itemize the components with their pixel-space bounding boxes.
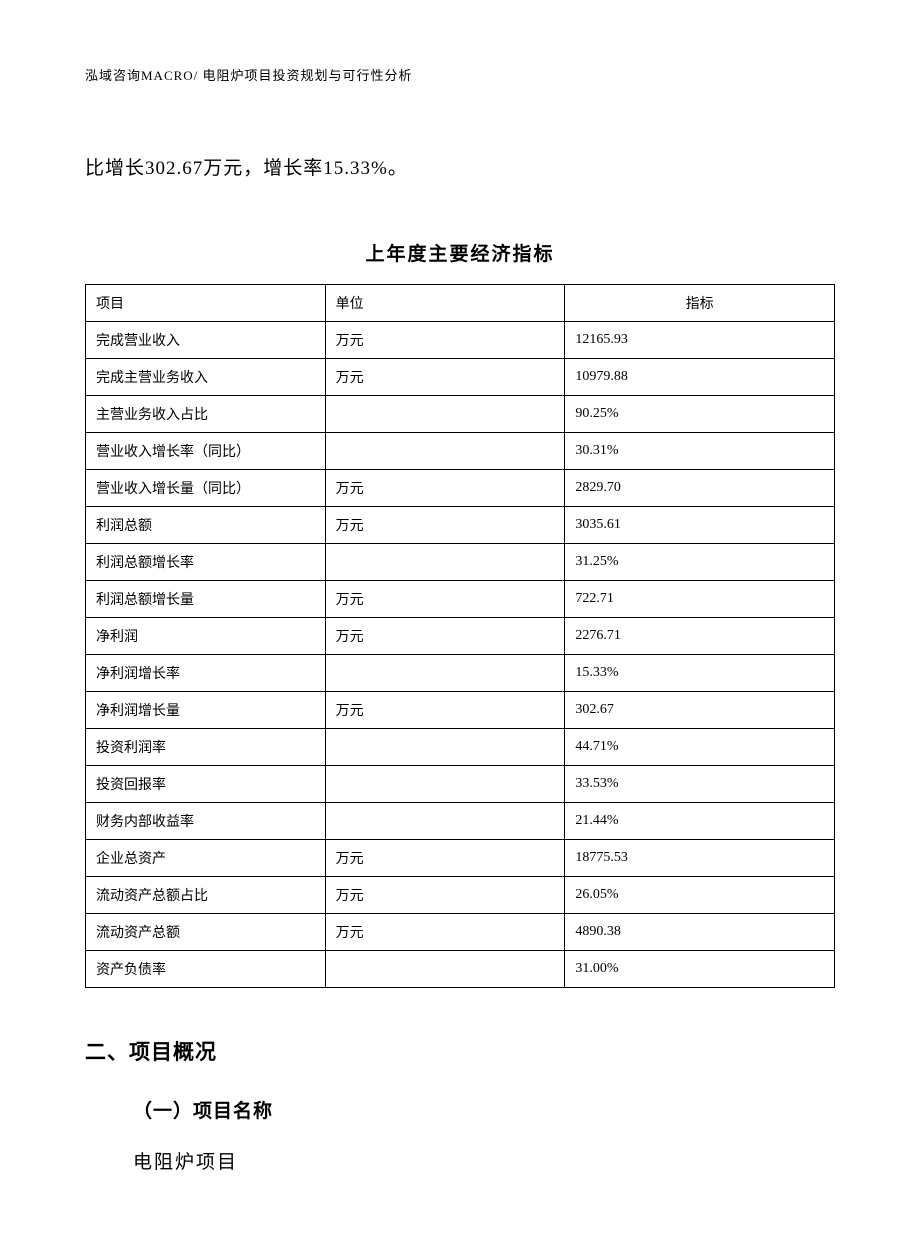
economic-indicators-table: 项目 单位 指标 完成营业收入万元12165.93 完成主营业务收入万元1097…	[85, 284, 835, 988]
cell-unit: 万元	[325, 877, 565, 914]
table-row: 流动资产总额万元4890.38	[86, 914, 835, 951]
cell-unit: 万元	[325, 507, 565, 544]
cell-unit: 万元	[325, 692, 565, 729]
table-row: 资产负债率 31.00%	[86, 951, 835, 988]
column-header-item: 项目	[86, 285, 326, 322]
cell-item: 企业总资产	[86, 840, 326, 877]
cell-unit	[325, 766, 565, 803]
cell-item: 完成主营业务收入	[86, 359, 326, 396]
cell-value: 44.71%	[565, 729, 835, 766]
cell-value: 2276.71	[565, 618, 835, 655]
cell-unit: 万元	[325, 581, 565, 618]
cell-unit	[325, 729, 565, 766]
table-row: 投资回报率 33.53%	[86, 766, 835, 803]
cell-item: 营业收入增长率（同比）	[86, 433, 326, 470]
page-header: 泓域咨询MACRO/ 电阻炉项目投资规划与可行性分析	[85, 65, 835, 84]
cell-unit: 万元	[325, 840, 565, 877]
cell-value: 12165.93	[565, 322, 835, 359]
column-header-unit: 单位	[325, 285, 565, 322]
cell-value: 722.71	[565, 581, 835, 618]
table-title: 上年度主要经济指标	[85, 239, 835, 266]
cell-item: 资产负债率	[86, 951, 326, 988]
cell-value: 21.44%	[565, 803, 835, 840]
cell-unit: 万元	[325, 618, 565, 655]
cell-value: 15.33%	[565, 655, 835, 692]
cell-item: 净利润增长率	[86, 655, 326, 692]
table-row: 财务内部收益率 21.44%	[86, 803, 835, 840]
cell-value: 3035.61	[565, 507, 835, 544]
table-row: 营业收入增长率（同比） 30.31%	[86, 433, 835, 470]
cell-value: 90.25%	[565, 396, 835, 433]
table-row: 企业总资产万元18775.53	[86, 840, 835, 877]
cell-item: 营业收入增长量（同比）	[86, 470, 326, 507]
cell-value: 30.31%	[565, 433, 835, 470]
cell-unit	[325, 951, 565, 988]
table-row: 投资利润率 44.71%	[86, 729, 835, 766]
cell-item: 投资利润率	[86, 729, 326, 766]
document-page: 泓域咨询MACRO/ 电阻炉项目投资规划与可行性分析 比增长302.67万元，增…	[0, 0, 920, 1234]
column-header-value: 指标	[565, 285, 835, 322]
cell-unit	[325, 433, 565, 470]
cell-item: 财务内部收益率	[86, 803, 326, 840]
cell-item: 投资回报率	[86, 766, 326, 803]
table-row: 完成主营业务收入万元10979.88	[86, 359, 835, 396]
cell-unit: 万元	[325, 470, 565, 507]
table-row: 流动资产总额占比万元26.05%	[86, 877, 835, 914]
cell-unit	[325, 396, 565, 433]
cell-item: 流动资产总额占比	[86, 877, 326, 914]
table-row: 净利润万元2276.71	[86, 618, 835, 655]
cell-unit: 万元	[325, 322, 565, 359]
table-row: 完成营业收入万元12165.93	[86, 322, 835, 359]
cell-value: 31.00%	[565, 951, 835, 988]
project-name-text: 电阻炉项目	[85, 1147, 835, 1174]
table-row: 利润总额万元3035.61	[86, 507, 835, 544]
cell-value: 2829.70	[565, 470, 835, 507]
cell-item: 净利润增长量	[86, 692, 326, 729]
table-body: 完成营业收入万元12165.93 完成主营业务收入万元10979.88 主营业务…	[86, 322, 835, 988]
cell-item: 流动资产总额	[86, 914, 326, 951]
cell-value: 33.53%	[565, 766, 835, 803]
subsection-2-1-heading: （一）项目名称	[85, 1096, 835, 1123]
intro-paragraph: 比增长302.67万元，增长率15.33%。	[85, 154, 835, 184]
table-row: 利润总额增长量万元722.71	[86, 581, 835, 618]
cell-value: 31.25%	[565, 544, 835, 581]
cell-item: 利润总额增长率	[86, 544, 326, 581]
cell-item: 净利润	[86, 618, 326, 655]
cell-unit	[325, 655, 565, 692]
table-row: 净利润增长率 15.33%	[86, 655, 835, 692]
cell-value: 26.05%	[565, 877, 835, 914]
cell-unit: 万元	[325, 914, 565, 951]
cell-value: 18775.53	[565, 840, 835, 877]
cell-item: 完成营业收入	[86, 322, 326, 359]
cell-unit: 万元	[325, 359, 565, 396]
cell-unit	[325, 803, 565, 840]
cell-unit	[325, 544, 565, 581]
cell-item: 主营业务收入占比	[86, 396, 326, 433]
table-row: 营业收入增长量（同比）万元2829.70	[86, 470, 835, 507]
cell-item: 利润总额	[86, 507, 326, 544]
cell-value: 4890.38	[565, 914, 835, 951]
section-2-heading: 二、项目概况	[85, 1036, 835, 1066]
cell-value: 10979.88	[565, 359, 835, 396]
table-header-row: 项目 单位 指标	[86, 285, 835, 322]
cell-value: 302.67	[565, 692, 835, 729]
table-row: 利润总额增长率 31.25%	[86, 544, 835, 581]
cell-item: 利润总额增长量	[86, 581, 326, 618]
table-row: 净利润增长量万元302.67	[86, 692, 835, 729]
table-row: 主营业务收入占比 90.25%	[86, 396, 835, 433]
